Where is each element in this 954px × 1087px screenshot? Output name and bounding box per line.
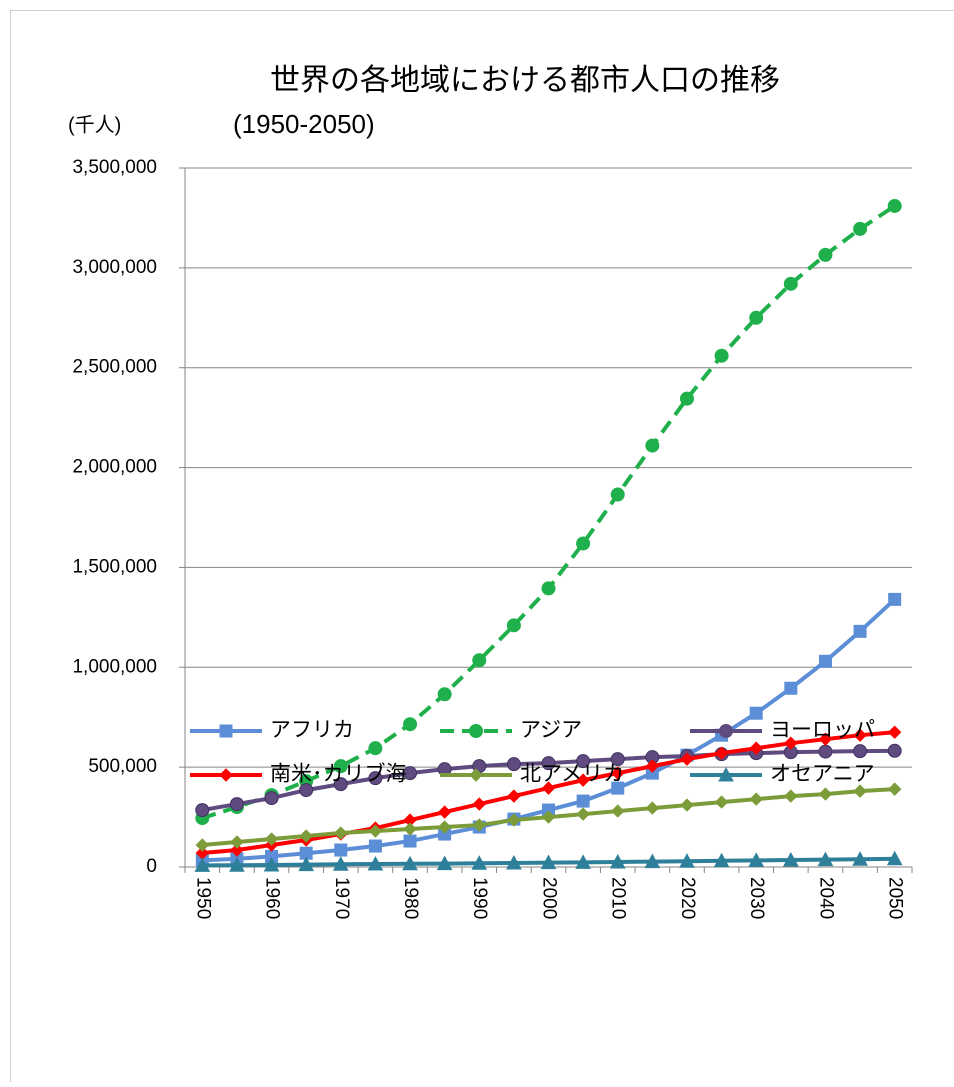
x-tick-label: 2050 — [885, 877, 906, 919]
data-point — [888, 199, 901, 212]
data-point — [681, 799, 693, 811]
y-tick-label: 1,500,000 — [72, 556, 157, 577]
data-point — [196, 804, 209, 817]
data-point — [716, 796, 728, 808]
legend-label: アフリカ — [270, 719, 354, 742]
x-tick-label: 2010 — [608, 877, 629, 919]
data-point — [784, 277, 797, 290]
data-point — [542, 582, 555, 595]
data-point — [889, 726, 901, 738]
data-point — [577, 537, 590, 550]
data-point — [680, 392, 693, 405]
y-tick-label: 1,000,000 — [72, 656, 157, 677]
legend-label: アジア — [520, 719, 582, 742]
legend-marker — [720, 725, 733, 738]
data-point — [404, 835, 416, 847]
data-point — [646, 439, 659, 452]
data-point — [335, 827, 347, 839]
data-point — [819, 248, 832, 261]
y-tick-label: 2,000,000 — [72, 457, 157, 478]
data-point — [750, 793, 762, 805]
data-point — [819, 788, 831, 800]
y-tick-label: 3,500,000 — [72, 157, 157, 178]
legend-marker — [470, 725, 483, 738]
legend-marker — [220, 725, 232, 737]
chart-title: 世界の各地域における都市人口の推移 — [270, 64, 780, 97]
data-point — [335, 844, 347, 856]
data-point — [646, 802, 658, 814]
data-point — [508, 790, 520, 802]
data-point — [196, 839, 208, 851]
x-tick-label: 1950 — [192, 877, 213, 919]
legend-label: 南米･カリブ海 — [270, 763, 407, 786]
y-tick-label: 3,000,000 — [72, 257, 157, 278]
data-point — [715, 349, 728, 362]
data-point — [854, 785, 866, 797]
data-point — [300, 784, 313, 797]
data-point — [750, 311, 763, 324]
data-point — [439, 806, 451, 818]
legend-label: ヨーロッパ — [770, 719, 875, 742]
data-point — [889, 593, 901, 605]
data-point — [577, 808, 589, 820]
y-tick-label: 0 — [146, 856, 157, 877]
x-tick-label: 1990 — [469, 877, 490, 919]
data-point — [369, 742, 382, 755]
x-tick-label: 2040 — [815, 877, 836, 919]
data-point — [611, 488, 624, 501]
data-point — [369, 840, 381, 852]
legend-label: 北アメリカ — [520, 763, 624, 786]
data-point — [612, 805, 624, 817]
chart-subtitle: (1950-2050) — [233, 109, 375, 139]
x-tick-label: 1980 — [400, 877, 421, 919]
data-point — [785, 790, 797, 802]
data-point — [438, 688, 451, 701]
x-tick-label: 2030 — [746, 877, 767, 919]
data-point — [854, 625, 866, 637]
legend-label: オセアニア — [770, 763, 875, 786]
data-point — [404, 718, 417, 731]
data-point — [231, 836, 243, 848]
data-point — [819, 655, 831, 667]
data-point — [819, 745, 832, 758]
data-point — [230, 798, 243, 811]
data-point — [507, 619, 520, 632]
legend-marker — [220, 769, 232, 781]
x-tick-label: 2020 — [677, 877, 698, 919]
data-point — [785, 682, 797, 694]
data-point — [473, 654, 486, 667]
data-point — [888, 744, 901, 757]
y-tick-label: 500,000 — [88, 756, 157, 777]
data-point — [507, 758, 520, 771]
x-tick-label: 2000 — [538, 877, 559, 919]
data-point — [265, 792, 278, 805]
data-point — [750, 707, 762, 719]
data-point — [889, 783, 901, 795]
y-axis-label: (千人) — [68, 113, 121, 136]
x-tick-label: 1970 — [331, 877, 352, 919]
data-point — [473, 798, 485, 810]
x-tick-label: 1960 — [262, 877, 283, 919]
data-point — [577, 795, 589, 807]
data-point — [404, 823, 416, 835]
data-point — [854, 745, 867, 758]
data-point — [854, 222, 867, 235]
y-tick-label: 2,500,000 — [72, 357, 157, 378]
